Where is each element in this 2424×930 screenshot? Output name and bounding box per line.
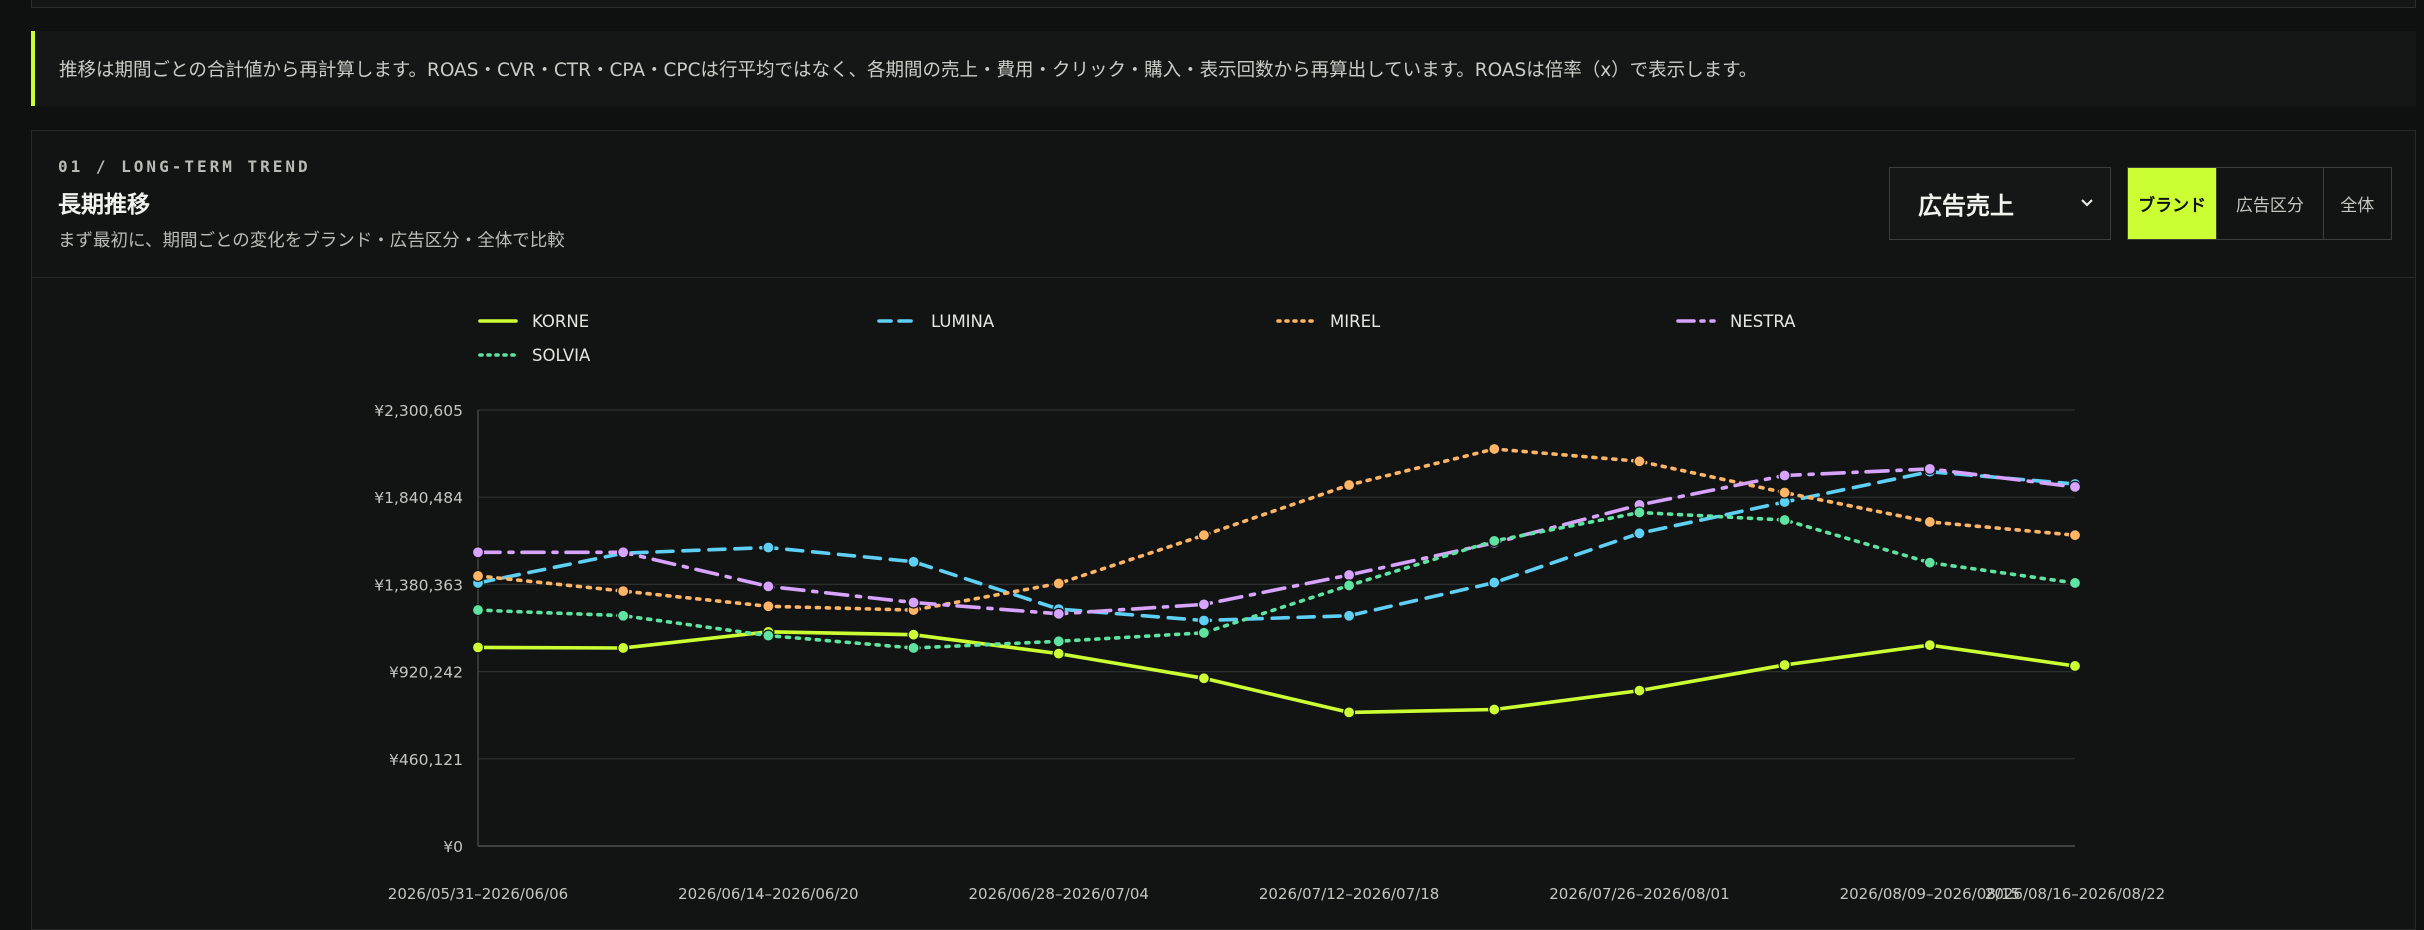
data-point-korne[interactable] <box>1488 703 1501 716</box>
series-line-nestra[interactable] <box>476 467 2077 616</box>
data-point-nestra[interactable] <box>617 546 630 559</box>
x-tick-label: 2026/06/14–2026/06/20 <box>678 885 858 903</box>
data-point-nestra[interactable] <box>1197 598 1211 611</box>
data-point-mirel[interactable] <box>1633 455 1646 468</box>
data-point-korne[interactable] <box>1778 658 1791 672</box>
x-tick-label: 2026/08/09–2026/08/15 <box>1840 885 2020 903</box>
data-point-nestra[interactable] <box>762 580 775 593</box>
data-point-nestra[interactable] <box>1923 462 1936 475</box>
data-point-korne[interactable] <box>2068 659 2082 673</box>
data-point-nestra[interactable] <box>471 546 485 559</box>
metric-select-value: 広告売上 <box>1918 192 2014 220</box>
legend-swatch <box>1276 319 1316 323</box>
legend-label: SOLVIA <box>532 345 591 365</box>
metric-select[interactable]: 広告売上 <box>1889 167 2111 240</box>
data-point-solvia[interactable] <box>1633 506 1646 519</box>
data-point-nestra[interactable] <box>1052 607 1065 620</box>
data-point-solvia[interactable] <box>762 629 775 642</box>
y-tick-label: ¥460,121 <box>389 751 463 769</box>
data-point-mirel[interactable] <box>2068 529 2082 542</box>
segment-total-button[interactable]: 全体 <box>2322 168 2391 239</box>
legend-label: LUMINA <box>931 311 995 331</box>
legend-swatch <box>478 353 518 357</box>
data-point-korne[interactable] <box>1342 706 1356 719</box>
series-line-lumina[interactable] <box>476 469 2077 623</box>
x-tick-label: 2026/07/26–2026/08/01 <box>1549 885 1729 903</box>
y-tick-label: ¥920,242 <box>389 664 463 682</box>
legend-label: KORNE <box>532 311 590 331</box>
data-point-korne[interactable] <box>1923 639 1936 652</box>
data-point-lumina[interactable] <box>907 555 920 568</box>
grouping-toggle: ブランド 広告区分 全体 <box>2127 167 2392 240</box>
data-point-lumina[interactable] <box>1342 609 1356 622</box>
data-point-solvia[interactable] <box>907 641 920 655</box>
legend-swatch <box>1676 319 1716 323</box>
segment-brand-button[interactable]: ブランド <box>2128 168 2217 239</box>
series-line-korne[interactable] <box>476 630 2077 715</box>
data-point-solvia[interactable] <box>1342 579 1356 592</box>
panel-header: 01 / LONG-TERM TREND 長期推移 まず最初に、期間ごとの変化を… <box>32 131 2415 278</box>
chevron-down-icon <box>2078 190 2096 216</box>
legend-swatch <box>478 319 518 323</box>
data-point-korne[interactable] <box>471 641 485 654</box>
data-point-lumina[interactable] <box>1197 614 1211 627</box>
data-point-nestra[interactable] <box>1778 469 1791 482</box>
data-point-lumina[interactable] <box>1488 576 1501 589</box>
data-point-solvia[interactable] <box>1488 534 1501 547</box>
calculation-notice: 推移は期間ごとの合計値から再計算します。ROAS・CVR・CTR・CPA・CPC… <box>31 31 2416 106</box>
data-point-mirel[interactable] <box>471 569 485 583</box>
y-tick-label: ¥2,300,605 <box>374 402 463 420</box>
legend-item-nestra[interactable]: NESTRA <box>1676 311 1795 331</box>
notice-text: 推移は期間ごとの合計値から再計算します。ROAS・CVR・CTR・CPA・CPC… <box>59 59 1758 81</box>
data-point-mirel[interactable] <box>1052 577 1065 590</box>
legend-item-solvia[interactable]: SOLVIA <box>478 345 590 365</box>
section-title: 長期推移 <box>58 192 150 218</box>
data-point-lumina[interactable] <box>1633 527 1646 540</box>
legend-item-mirel[interactable]: MIREL <box>1276 311 1380 331</box>
data-point-solvia[interactable] <box>471 603 485 617</box>
data-point-mirel[interactable] <box>617 585 630 598</box>
previous-section-edge <box>31 0 2416 8</box>
data-point-mirel[interactable] <box>1778 486 1791 499</box>
x-tick-label: 2026/08/16–2026/08/22 <box>1985 885 2165 903</box>
x-tick-label: 2026/07/12–2026/07/18 <box>1259 885 1439 903</box>
series-line-mirel[interactable] <box>476 447 2077 612</box>
data-point-nestra[interactable] <box>907 596 920 609</box>
data-point-mirel[interactable] <box>762 600 775 613</box>
data-point-solvia[interactable] <box>1778 513 1791 527</box>
y-tick-label: ¥1,380,363 <box>374 576 463 594</box>
data-point-solvia[interactable] <box>1923 556 1936 569</box>
data-point-lumina[interactable] <box>762 541 775 554</box>
y-tick-label: ¥0 <box>443 838 463 856</box>
legend-label: MIREL <box>1330 311 1381 331</box>
legend-item-lumina[interactable]: LUMINA <box>877 311 994 331</box>
data-point-korne[interactable] <box>1633 684 1646 697</box>
legend-item-korne[interactable]: KORNE <box>478 311 589 331</box>
series-line-solvia[interactable] <box>476 510 2077 650</box>
data-point-solvia[interactable] <box>2068 576 2082 590</box>
data-point-nestra[interactable] <box>2068 480 2082 493</box>
data-point-solvia[interactable] <box>1052 635 1065 648</box>
data-point-solvia[interactable] <box>617 609 630 622</box>
data-point-mirel[interactable] <box>1197 529 1211 542</box>
legend-swatch <box>877 319 917 323</box>
x-tick-label: 2026/06/28–2026/07/04 <box>969 885 1149 903</box>
section-eyebrow: 01 / LONG-TERM TREND <box>58 157 311 176</box>
data-point-korne[interactable] <box>1052 647 1065 660</box>
data-point-solvia[interactable] <box>1197 626 1211 639</box>
data-point-korne[interactable] <box>617 641 630 655</box>
data-point-mirel[interactable] <box>1923 515 1936 529</box>
data-point-mirel[interactable] <box>1342 478 1356 492</box>
data-point-korne[interactable] <box>907 628 920 641</box>
x-tick-label: 2026/05/31–2026/06/06 <box>388 885 568 903</box>
section-subtitle: まず最初に、期間ごとの変化をブランド・広告区分・全体で比較 <box>58 231 565 251</box>
y-tick-label: ¥1,840,484 <box>374 489 463 507</box>
data-point-mirel[interactable] <box>1488 442 1501 456</box>
segment-ad-type-button[interactable]: 広告区分 <box>2216 168 2322 239</box>
legend-label: NESTRA <box>1730 311 1796 331</box>
data-point-nestra[interactable] <box>1342 568 1356 582</box>
data-point-korne[interactable] <box>1197 672 1211 685</box>
